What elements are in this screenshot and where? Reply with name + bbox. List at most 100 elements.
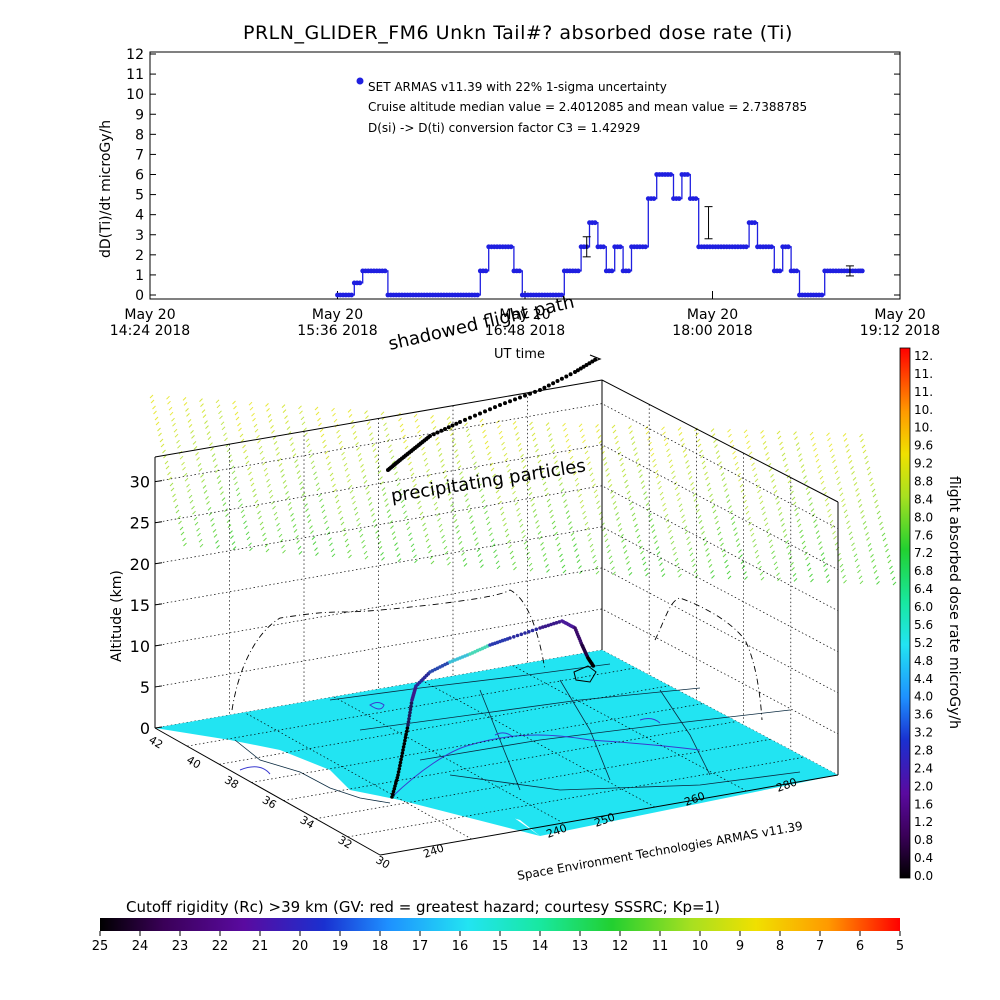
particle-mark (343, 532, 347, 537)
particle-mark (693, 498, 698, 502)
particle-mark (482, 429, 486, 434)
particle-mark (261, 456, 265, 461)
particle-mark (375, 459, 379, 463)
particle-mark (535, 520, 539, 524)
particle-mark (511, 485, 515, 490)
particle-mark (800, 464, 805, 468)
data-point (575, 268, 581, 274)
particle-mark (210, 518, 214, 522)
particle-mark (602, 457, 607, 461)
particle-mark (575, 554, 580, 558)
floor-grid-line (283, 721, 737, 801)
flight-point (408, 707, 413, 712)
particle-mark (809, 573, 813, 578)
particle-mark (650, 452, 655, 457)
particle-mark (815, 458, 820, 463)
particle-mark (333, 488, 337, 493)
particle-mark (218, 410, 222, 415)
particle-mark (810, 436, 815, 441)
box-front-bottom-right (379, 774, 839, 856)
data-point (349, 292, 354, 298)
particle-mark (626, 561, 630, 565)
z-axis-label: Altitude (km) (109, 570, 125, 662)
particle-mark (527, 487, 532, 491)
particle-mark (855, 488, 859, 492)
data-point (626, 268, 632, 274)
particle-mark (549, 438, 553, 442)
particle-mark (445, 481, 449, 485)
shadow-path-point (468, 415, 472, 420)
flight-point (401, 745, 406, 749)
data-point (382, 268, 388, 274)
particle-mark (182, 537, 186, 542)
particle-mark (639, 474, 643, 478)
particle-mark (463, 563, 468, 567)
particle-mark (220, 421, 225, 426)
particle-mark (644, 496, 648, 500)
particle-mark (884, 543, 888, 548)
x-tick-date: May 20 (124, 307, 175, 323)
particle-mark (310, 530, 314, 534)
particle-mark (842, 433, 847, 437)
particle-mark (871, 559, 875, 563)
shadow-path-point (493, 405, 497, 410)
particle-mark (659, 562, 663, 566)
colorbar-tick-label: 7.2 (914, 546, 933, 560)
particle-mark (273, 441, 278, 445)
particle-mark (817, 464, 821, 469)
particle-mark (765, 452, 769, 456)
particle-mark (635, 458, 640, 462)
particle-mark (576, 559, 581, 563)
particle-mark (508, 474, 513, 479)
particle-mark (364, 410, 368, 414)
particle-mark (302, 497, 307, 501)
cutoff-tick-label: 20 (292, 939, 309, 954)
particle-mark (579, 428, 584, 433)
particle-mark (639, 545, 643, 550)
particle-mark (762, 441, 767, 445)
particle-mark (534, 443, 538, 448)
particle-mark (206, 501, 210, 505)
particle-mark (183, 472, 188, 477)
particle-mark (243, 520, 247, 525)
ground-track-shadow (391, 734, 701, 798)
particle-mark (654, 540, 658, 544)
particle-mark (743, 429, 748, 434)
particle-mark (150, 399, 155, 404)
particle-mark (344, 467, 349, 472)
particle-mark (461, 482, 466, 486)
particle-mark (847, 525, 851, 530)
particle-mark (696, 509, 700, 513)
particle-mark (758, 495, 763, 500)
particle-mark (653, 535, 657, 539)
z-tick (154, 726, 163, 729)
particle-mark (500, 511, 505, 516)
particle-mark (205, 425, 209, 429)
particle-mark (509, 479, 514, 484)
flight-point (390, 795, 394, 799)
particle-mark (221, 426, 226, 431)
particle-mark (285, 420, 289, 424)
particle-mark (356, 517, 360, 522)
particle-mark (384, 427, 388, 432)
particle-mark (277, 458, 282, 462)
particle-mark (561, 564, 566, 569)
particle-mark (231, 541, 236, 545)
particle-mark (839, 492, 844, 497)
colorbar-tick-label: 1.6 (914, 797, 933, 811)
colorbar-tick-label: 8.8 (914, 475, 933, 489)
particle-mark (705, 476, 709, 481)
particle-mark (342, 527, 346, 532)
particle-mark (659, 491, 664, 496)
particle-mark (417, 429, 421, 434)
particle-mark (230, 465, 235, 470)
particle-mark (245, 460, 250, 465)
particle-mark (348, 554, 352, 559)
particle-mark (530, 498, 534, 502)
particle-mark (550, 444, 555, 448)
particle-mark (513, 426, 518, 430)
particle-mark (760, 576, 765, 581)
particle-mark (390, 525, 394, 529)
particle-mark (499, 506, 504, 511)
particle-mark (529, 421, 533, 426)
